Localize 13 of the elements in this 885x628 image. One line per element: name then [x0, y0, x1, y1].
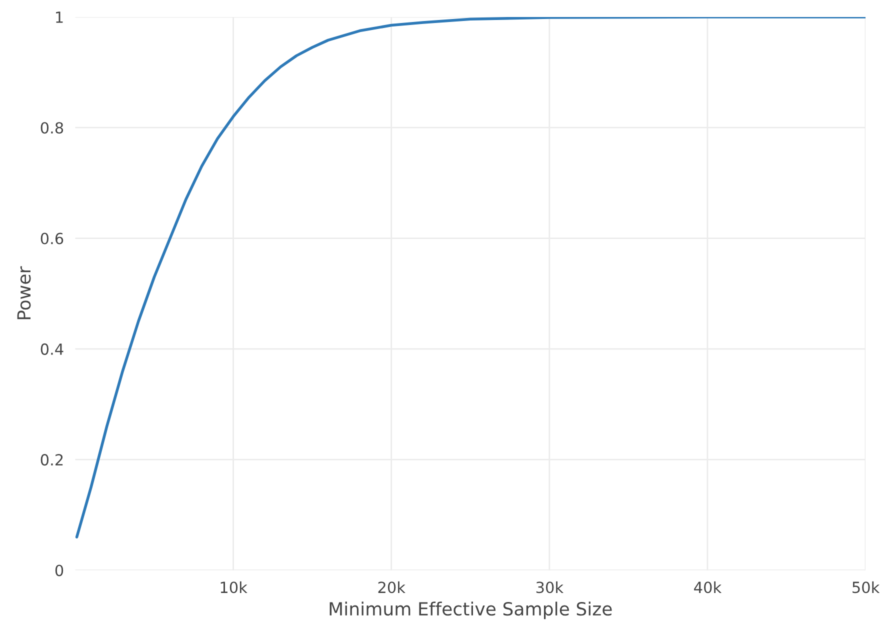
x-tick-label: 10k: [220, 581, 248, 594]
y-tick-label: 1: [56, 12, 63, 23]
y-tick-label: 0.4: [40, 343, 64, 355]
x-tick-label: 40k: [694, 581, 722, 594]
y-tick-label: 0: [55, 564, 64, 576]
x-tick-label: 50k: [852, 581, 880, 594]
x-axis-title: Minimum Effective Sample Size: [330, 602, 612, 620]
y-tick-label: 0.6: [40, 232, 64, 244]
y-tick-label: 0.8: [40, 122, 64, 134]
y-tick-label: 0.2: [40, 454, 63, 466]
x-tick-label: 20k: [378, 581, 406, 594]
x-tick-label: 30k: [536, 581, 564, 594]
y-axis-title: Power: [17, 266, 31, 320]
